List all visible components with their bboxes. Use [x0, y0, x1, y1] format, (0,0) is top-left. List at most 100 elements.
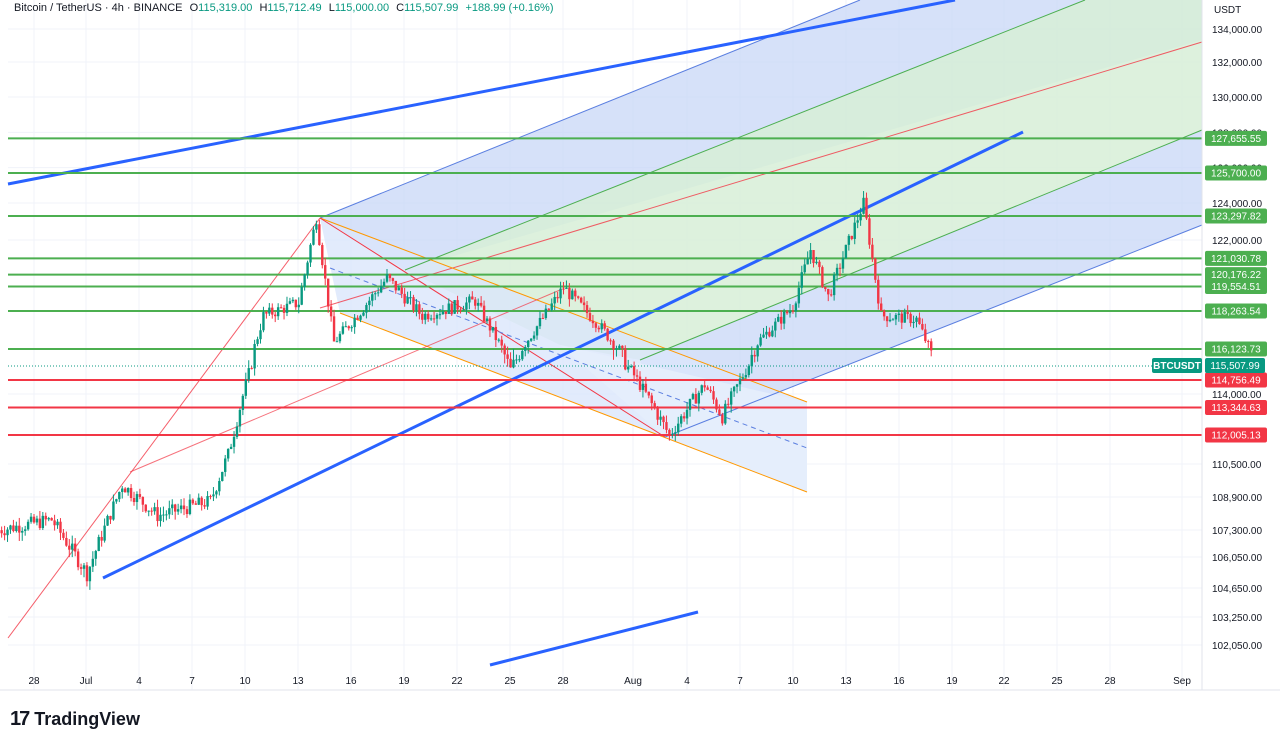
- candle-body: [809, 250, 812, 259]
- candle-body: [647, 391, 651, 396]
- candle-body: [674, 432, 677, 434]
- candle-body: [909, 313, 912, 324]
- candle-body: [315, 224, 318, 230]
- candle-body: [41, 515, 45, 529]
- candle-body: [329, 306, 333, 317]
- level-label: 116,123.73: [1211, 345, 1261, 356]
- candle-body: [829, 294, 833, 296]
- candle-body: [729, 391, 733, 405]
- low-value: 115,000.00: [334, 2, 390, 14]
- candle-body: [585, 305, 589, 314]
- candle-body: [732, 386, 736, 392]
- candle-body: [23, 529, 27, 531]
- tradingview-logo[interactable]: 17 TradingView: [10, 708, 140, 731]
- candle-body: [503, 345, 506, 355]
- time-tick-label: 22: [998, 676, 1010, 687]
- candle-body: [527, 340, 530, 348]
- candle-body: [159, 514, 162, 522]
- level-label: 121,030.78: [1211, 254, 1261, 265]
- candle-body: [606, 328, 609, 341]
- candle-body: [271, 307, 274, 315]
- close-label: C: [396, 2, 405, 14]
- candle-body: [362, 312, 365, 316]
- candle-body: [877, 279, 880, 304]
- candle-body: [591, 320, 595, 324]
- candle-body: [123, 488, 127, 493]
- candle-body: [541, 317, 545, 319]
- candle-body: [338, 333, 342, 342]
- candle-body: [188, 499, 192, 515]
- candle-body: [297, 304, 300, 308]
- candle-body: [144, 504, 147, 512]
- candle-body: [226, 448, 230, 459]
- candle-body: [521, 350, 524, 360]
- symbol-header[interactable]: Bitcoin / TetherUS · 4h · BINANCE O115,3…: [14, 2, 558, 14]
- candle-body: [476, 302, 480, 306]
- candle-body: [688, 398, 692, 410]
- candle-body: [656, 408, 659, 420]
- time-tick-label: Aug: [624, 676, 642, 687]
- tradingview-brand-name: TradingView: [34, 709, 140, 729]
- candle-body: [409, 297, 412, 299]
- candle-body: [874, 258, 877, 280]
- candle-body: [550, 303, 553, 310]
- candle-body: [156, 507, 159, 522]
- candle-body: [632, 366, 636, 376]
- candle-body: [706, 387, 709, 390]
- candle-body: [553, 296, 556, 304]
- symbol-title[interactable]: Bitcoin / TetherUS · 4h · BINANCE: [14, 2, 183, 14]
- candle-body: [512, 359, 515, 368]
- candle-body: [582, 302, 586, 306]
- candle-body: [841, 258, 845, 269]
- candle-body: [44, 515, 47, 520]
- candle-body: [594, 323, 598, 328]
- candle-body: [894, 314, 898, 320]
- candle-body: [891, 319, 895, 321]
- candle-body: [106, 515, 109, 526]
- candle-body: [794, 303, 798, 312]
- pitchfork-green-zone: [405, 0, 1202, 360]
- candle-body: [418, 304, 421, 314]
- candle-body: [388, 274, 392, 279]
- candle-body: [385, 274, 389, 282]
- candle-body: [862, 197, 865, 214]
- change-value: +188.99 (+0.16%): [465, 2, 554, 14]
- candle-body: [535, 326, 539, 336]
- candle-body: [291, 299, 295, 302]
- price-tick-label: 110,500.00: [1212, 460, 1262, 471]
- candle-body: [868, 218, 871, 245]
- candle-body: [827, 288, 830, 295]
- price-axis[interactable]: 134,000.00132,000.00130,000.00128,000.00…: [1212, 25, 1262, 652]
- candle-body: [103, 525, 106, 541]
- candle-body: [288, 301, 292, 304]
- candle-body: [191, 499, 195, 504]
- candle-body: [603, 323, 606, 329]
- pitchfork-lower-line: [664, 224, 1203, 438]
- candle-body: [865, 197, 868, 219]
- candle-body: [141, 496, 145, 505]
- candle-body: [671, 433, 674, 435]
- candle-body: [224, 458, 227, 472]
- candle-body: [185, 509, 189, 515]
- candle-body: [424, 313, 427, 320]
- time-tick-label: 19: [946, 676, 958, 687]
- candle-body: [403, 293, 406, 304]
- level-badge: [1205, 303, 1267, 319]
- candle-body: [453, 300, 456, 314]
- time-tick-label: 28: [28, 676, 40, 687]
- candle-body: [488, 318, 492, 331]
- candle-body: [756, 345, 759, 357]
- candle-body: [432, 318, 436, 320]
- candle-body: [376, 292, 380, 294]
- candle-body: [568, 287, 571, 300]
- candle-body: [741, 377, 745, 379]
- candle-body: [168, 508, 171, 515]
- level-label: 113,344.63: [1211, 403, 1261, 414]
- candle-body: [668, 429, 671, 435]
- time-tick-label: Sep: [1173, 676, 1191, 687]
- time-axis[interactable]: 28 Jul 4 7 10 13 16 19 22 25 28 Aug 4 7 10 13 16 19 22 25 28…: [28, 676, 1191, 687]
- candle-body: [600, 323, 603, 330]
- candle-body: [882, 310, 886, 317]
- candle-body: [115, 499, 118, 502]
